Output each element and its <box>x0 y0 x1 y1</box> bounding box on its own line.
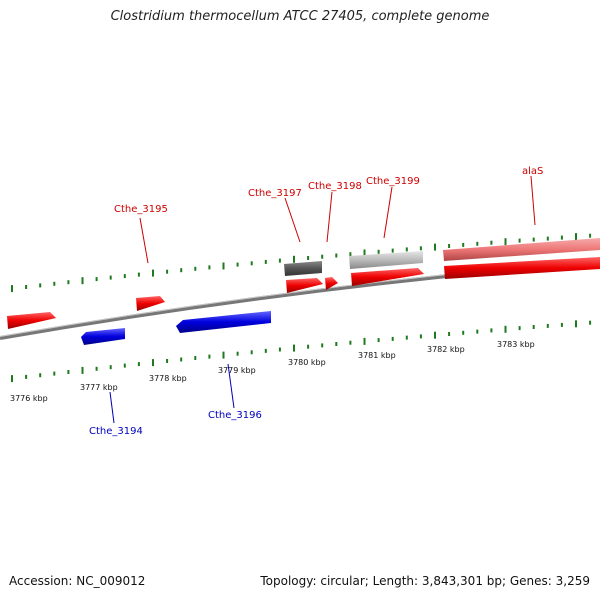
ruler-label-3780: 3780 kbp <box>288 358 326 367</box>
label-cthe-3197: Cthe_3197 <box>248 188 302 199</box>
ruler-label-3776: 3776 kbp <box>10 394 48 403</box>
gene-forward-1 <box>7 312 56 329</box>
ruler-label-3782: 3782 kbp <box>427 345 465 354</box>
upper-tick-marks <box>11 233 592 293</box>
lower-tick-marks <box>11 320 592 383</box>
genome-stats-text: Topology: circular; Length: 3,843,301 bp… <box>260 574 590 588</box>
gene-cthe-3199 <box>351 268 424 286</box>
ruler-label-3781: 3781 kbp <box>358 351 396 360</box>
gene-alas <box>444 257 600 279</box>
label-cthe-3194: Cthe_3194 <box>89 426 143 437</box>
ruler-label-3778: 3778 kbp <box>149 374 187 383</box>
ruler-label-3783: 3783 kbp <box>497 340 535 349</box>
gene-cthe-3197 <box>286 278 323 293</box>
alas-feature-light <box>443 238 600 261</box>
rna-feature-dark <box>284 261 322 276</box>
label-cthe-3198: Cthe_3198 <box>308 181 362 192</box>
gene-cthe-3198 <box>325 277 338 290</box>
label-cthe-3196: Cthe_3196 <box>208 410 262 421</box>
label-cthe-3195: Cthe_3195 <box>114 204 168 215</box>
label-cthe-3199: Cthe_3199 <box>366 176 420 187</box>
genome-title: Clostridium thermocellum ATCC 27405, com… <box>110 9 490 24</box>
ruler-label-3779: 3779 kbp <box>218 366 256 375</box>
label-alas: alaS <box>522 166 543 177</box>
gene-cthe-3194 <box>81 328 125 345</box>
gene-cthe-3196 <box>176 311 271 333</box>
accession-text: Accession: NC_009012 <box>9 574 146 588</box>
gene-cthe-3195 <box>136 296 165 311</box>
rna-feature-light <box>349 251 423 269</box>
ruler-label-3777: 3777 kbp <box>80 383 118 392</box>
